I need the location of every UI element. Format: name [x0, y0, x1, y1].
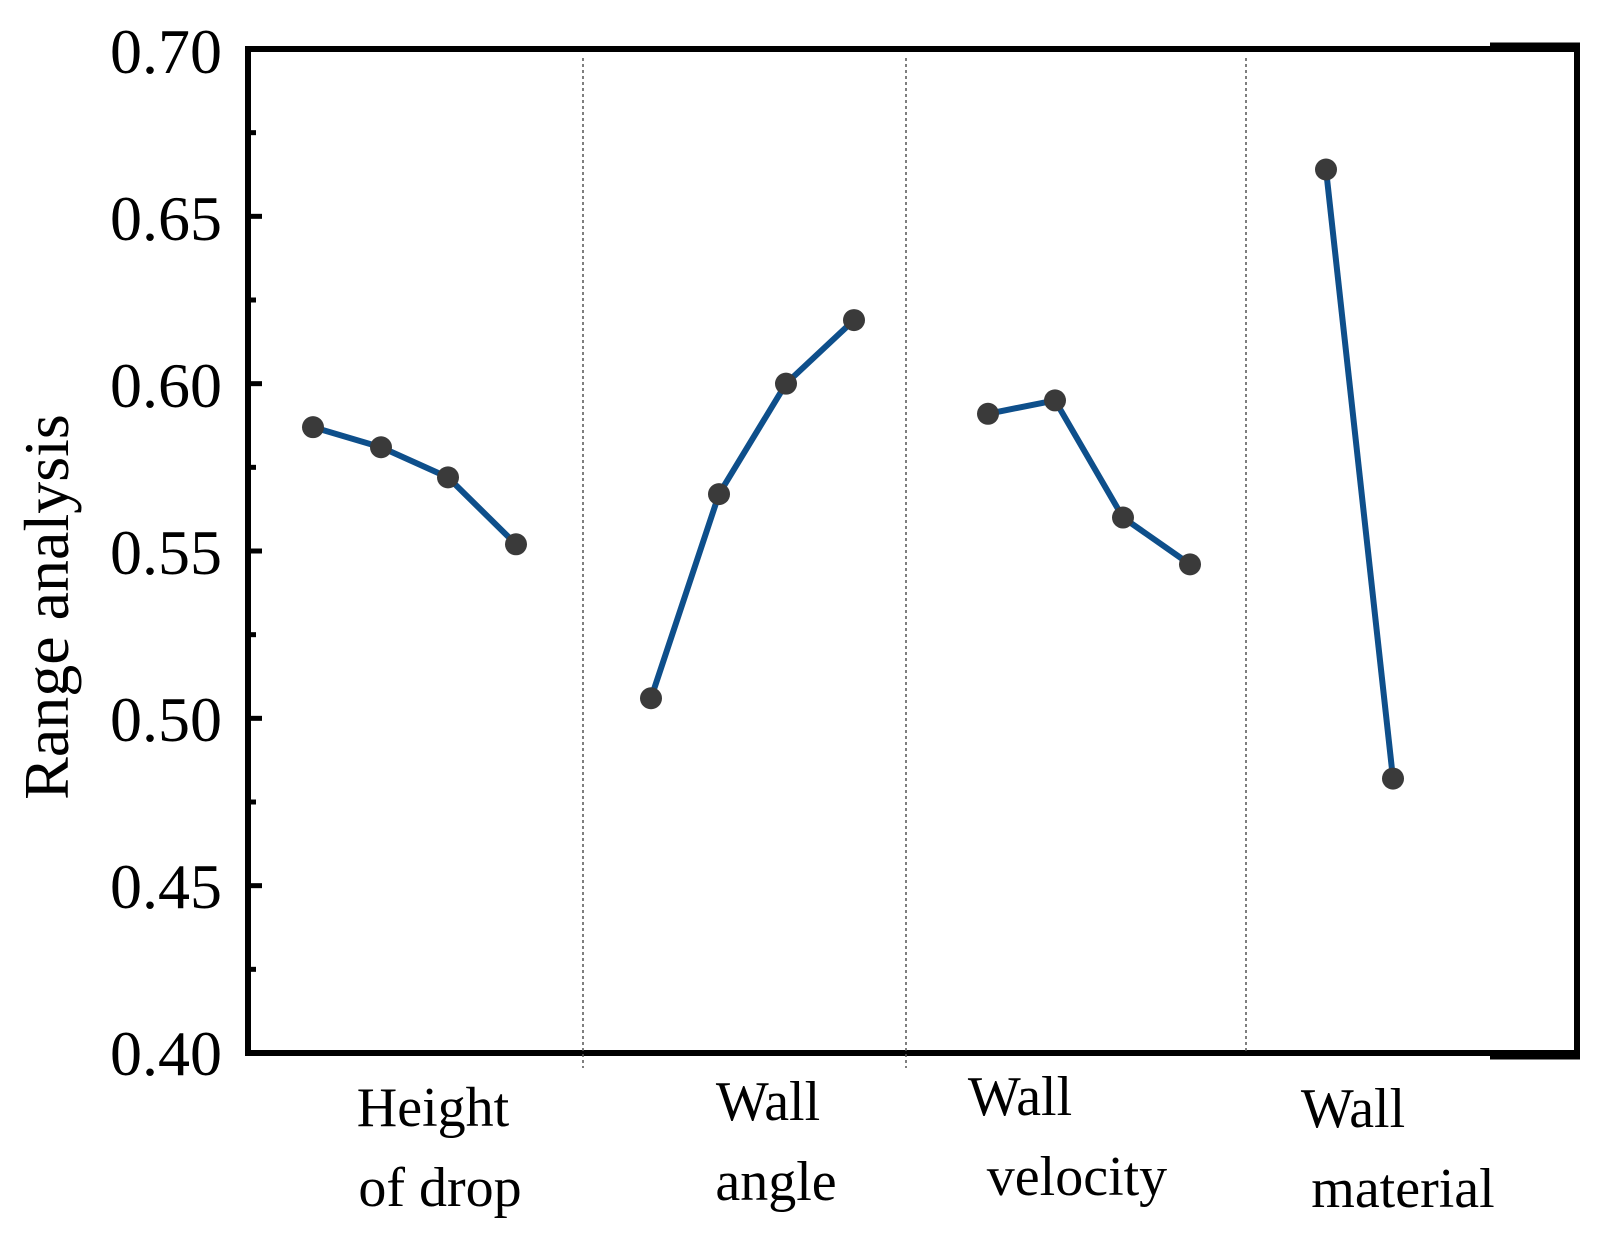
data-point-height-of-drop-1 [302, 416, 324, 439]
data-point-height-of-drop-2 [370, 436, 392, 459]
y-tick-label-0.70: 0.70 [110, 16, 222, 87]
category-label-material-line2: material [1311, 1158, 1494, 1220]
category-label-velocity-line2: velocity [987, 1146, 1167, 1208]
y-tick-label-0.60: 0.60 [110, 350, 222, 421]
data-point-wall-velocity-4 [1179, 553, 1201, 576]
y-tick-label-0.45: 0.45 [110, 851, 222, 922]
category-label-angle-line1: Wall [716, 1071, 820, 1133]
series-layer [302, 158, 1404, 790]
data-point-wall-material-1 [1315, 158, 1337, 181]
data-point-height-of-drop-3 [437, 466, 459, 489]
data-point-wall-angle-1 [640, 687, 662, 710]
y-tick-labels: 0.40 0.45 0.50 0.55 0.60 0.65 0.70 [110, 16, 222, 1089]
category-label-height-line2: of drop [358, 1157, 521, 1219]
category-label-angle-line2: angle [715, 1151, 836, 1213]
y-tick-label-0.40: 0.40 [110, 1018, 222, 1089]
series-line-wall-angle [648, 317, 857, 700]
y-tick-label-0.55: 0.55 [110, 517, 222, 588]
data-point-wall-angle-4 [843, 309, 865, 332]
data-point-wall-angle-3 [775, 372, 797, 395]
data-point-wall-velocity-1 [977, 402, 999, 425]
category-label-material-line1: Wall [1301, 1078, 1405, 1140]
y-ticks [248, 46, 262, 1056]
data-point-height-of-drop-4 [505, 533, 527, 556]
data-point-wall-angle-2 [708, 483, 730, 506]
category-label-height-line1: Height [357, 1077, 510, 1139]
series-line-height-of-drop [312, 424, 519, 547]
group-separators [582, 58, 1247, 1068]
data-point-wall-material-2 [1382, 767, 1404, 790]
axes-frame [245, 42, 1580, 1060]
series-line-wall-velocity [987, 397, 1192, 567]
data-point-wall-velocity-2 [1044, 389, 1066, 412]
y-tick-label-0.65: 0.65 [110, 183, 222, 254]
category-label-velocity-line1: Wall [968, 1066, 1072, 1128]
y-tick-label-0.50: 0.50 [110, 684, 222, 755]
category-labels: Height of drop Wall angle Wall velocity … [357, 1066, 1495, 1220]
series-line-wall-material [1323, 169, 1396, 779]
y-axis-title: Range analysis [11, 414, 82, 800]
data-point-wall-velocity-3 [1112, 506, 1134, 529]
